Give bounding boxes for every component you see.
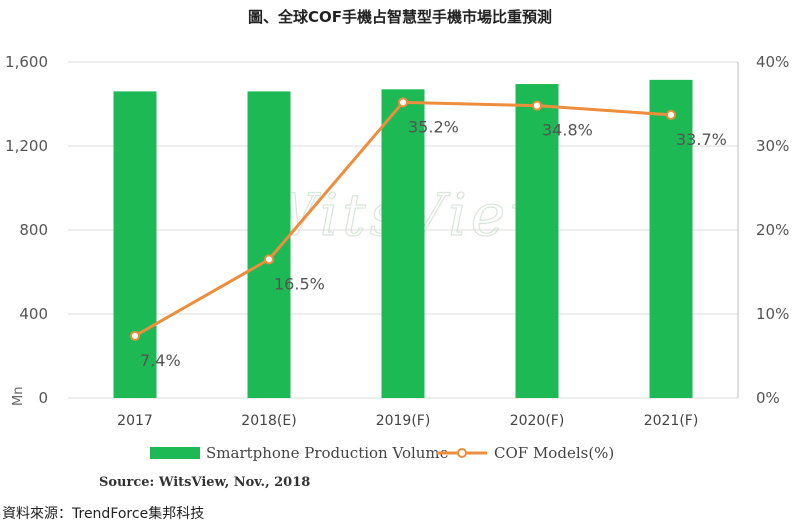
legend: Smartphone Production Volume COF Models(…	[150, 444, 614, 462]
legend-marker	[457, 448, 467, 458]
chart-title: 圖、全球COF手機占智慧型手機市場比重預測	[248, 8, 552, 26]
legend-label-line: COF Models(%)	[494, 444, 614, 462]
y2-tick-label: 40%	[756, 53, 789, 71]
legend-label-bar: Smartphone Production Volume	[206, 444, 449, 462]
line-series: 7.4% 16.5% 35.2% 34.8% 33.7%	[130, 97, 727, 370]
x-axis: 2017 2018(E) 2019(F) 2020(F) 2021(F)	[117, 413, 698, 429]
bar	[381, 89, 425, 399]
y-tick-label: 0	[38, 389, 48, 407]
bar	[649, 79, 693, 398]
y-axis-label: Mn	[11, 387, 26, 406]
line-point	[532, 100, 542, 111]
x-tick-label: 2021(F)	[644, 413, 699, 429]
y-tick-label: 1,600	[5, 53, 48, 71]
line-point	[264, 254, 274, 265]
y-tick-label: 1,200	[5, 137, 48, 155]
x-tick-label: 2018(E)	[241, 413, 296, 429]
x-tick-label: 2020(F)	[510, 413, 565, 429]
line-point	[666, 109, 676, 120]
data-label: 35.2%	[408, 117, 459, 136]
line-point	[398, 97, 408, 108]
data-label: 7.4%	[140, 351, 181, 370]
bar	[113, 91, 157, 399]
footer-source: 資料來源：TrendForce集邦科技	[2, 505, 204, 522]
source-note: Source: WitsView, Nov., 2018	[99, 475, 310, 490]
y-axis-left: 0 400 800 1,200 1,600	[5, 53, 48, 407]
y2-tick-label: 0%	[756, 389, 780, 407]
data-label: 16.5%	[274, 274, 325, 293]
y2-tick-label: 30%	[756, 137, 789, 155]
bars	[113, 79, 693, 399]
y-tick-label: 400	[19, 305, 48, 323]
x-tick-label: 2019(F)	[376, 413, 431, 429]
line-point	[130, 330, 140, 341]
bar	[247, 91, 291, 399]
data-label: 34.8%	[542, 121, 593, 140]
y2-tick-label: 20%	[756, 221, 789, 239]
y-axis-right: 0% 10% 20% 30% 40%	[737, 53, 789, 407]
x-tick-label: 2017	[117, 413, 153, 429]
y-tick-label: 800	[19, 221, 48, 239]
data-label: 33.7%	[676, 130, 727, 149]
bar	[515, 84, 559, 399]
legend-swatch-bar	[150, 447, 200, 459]
y2-tick-label: 10%	[756, 305, 789, 323]
